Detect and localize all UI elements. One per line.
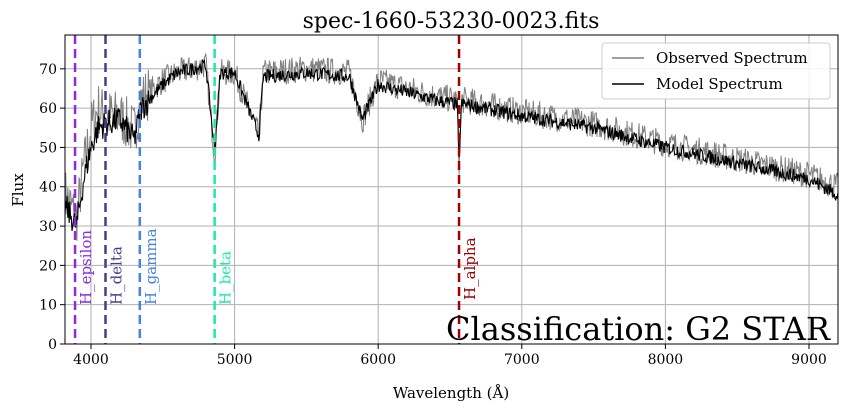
x-axis-label: Wavelength (Å) [393, 384, 509, 402]
x-tick-label: 8000 [648, 352, 684, 368]
x-tick-label: 6000 [360, 352, 396, 368]
y-tick-label: 60 [39, 101, 57, 117]
legend-model-label: Model Spectrum [656, 75, 783, 93]
classification-annotation: Classification: G2 STAR [446, 310, 831, 348]
line-label-h-alpha: H_alpha [461, 237, 479, 300]
y-tick-label: 40 [39, 180, 57, 196]
line-label-h-delta: H_delta [107, 246, 125, 305]
line-label-h-epsilon: H_epsilon [77, 230, 95, 305]
chart-title: spec-1660-53230-0023.fits [303, 9, 600, 34]
line-label-h-beta: H_beta [217, 251, 235, 305]
observed-spectrum-line [65, 53, 838, 241]
model-spectrum-line [65, 59, 838, 231]
y-tick-label: 70 [39, 62, 57, 78]
x-tick-label: 7000 [504, 352, 540, 368]
y-tick-label: 0 [48, 337, 57, 353]
x-tick-label: 4000 [73, 352, 109, 368]
y-tick-label: 10 [39, 298, 57, 314]
y-tick-label: 30 [39, 219, 57, 235]
x-tick-label: 5000 [217, 352, 253, 368]
legend-observed-label: Observed Spectrum [656, 49, 808, 67]
line-label-h-gamma: H_gamma [142, 228, 160, 305]
legend: Observed Spectrum Model Spectrum [601, 42, 831, 100]
y-axis-label: Flux [9, 173, 27, 207]
y-tick-label: 20 [39, 258, 57, 274]
y-tick-label: 50 [39, 140, 57, 156]
x-tick-label: 9000 [791, 352, 827, 368]
plot-frame [64, 34, 839, 345]
